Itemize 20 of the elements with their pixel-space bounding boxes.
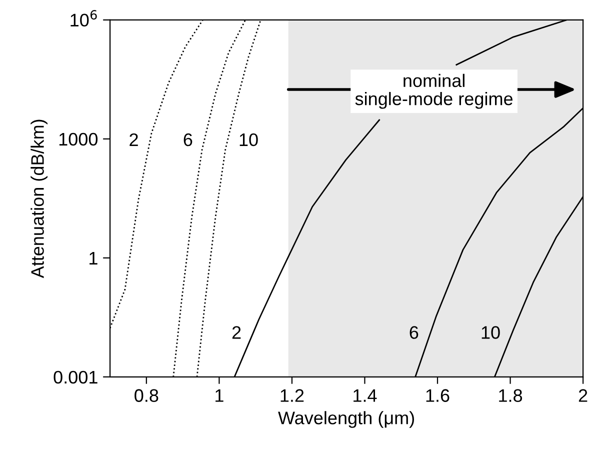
x-axis-title: Wavelength (μm) — [278, 411, 414, 428]
y-tick-label: 1 — [90, 252, 98, 264]
annotation: nominal single-mode regime — [355, 74, 513, 109]
series-label: 2 — [130, 133, 138, 146]
series-label: 6 — [410, 326, 418, 339]
series-label: 2 — [232, 326, 241, 339]
x-tick-label: 0.8 — [134, 389, 158, 402]
x-tick-label: 1 — [216, 389, 224, 402]
series-label: 6 — [184, 133, 192, 146]
y-tick-label: 0.001 — [54, 370, 98, 384]
x-tick-label: 1.6 — [426, 389, 450, 402]
x-tick-label: 1.4 — [354, 389, 377, 402]
x-tick-label: 1.8 — [499, 389, 522, 402]
y-tick-label: 1000 — [59, 132, 98, 146]
x-tick-label: 1.2 — [280, 389, 304, 402]
y-tick-label: 10$^{6}$ — [70, 10, 97, 27]
series-label: 10 — [240, 133, 258, 146]
y-axis-title: Attenuation (dB/km) — [30, 120, 48, 278]
x-tick-label: 2 — [578, 389, 588, 402]
series-label: 10 — [482, 326, 500, 339]
